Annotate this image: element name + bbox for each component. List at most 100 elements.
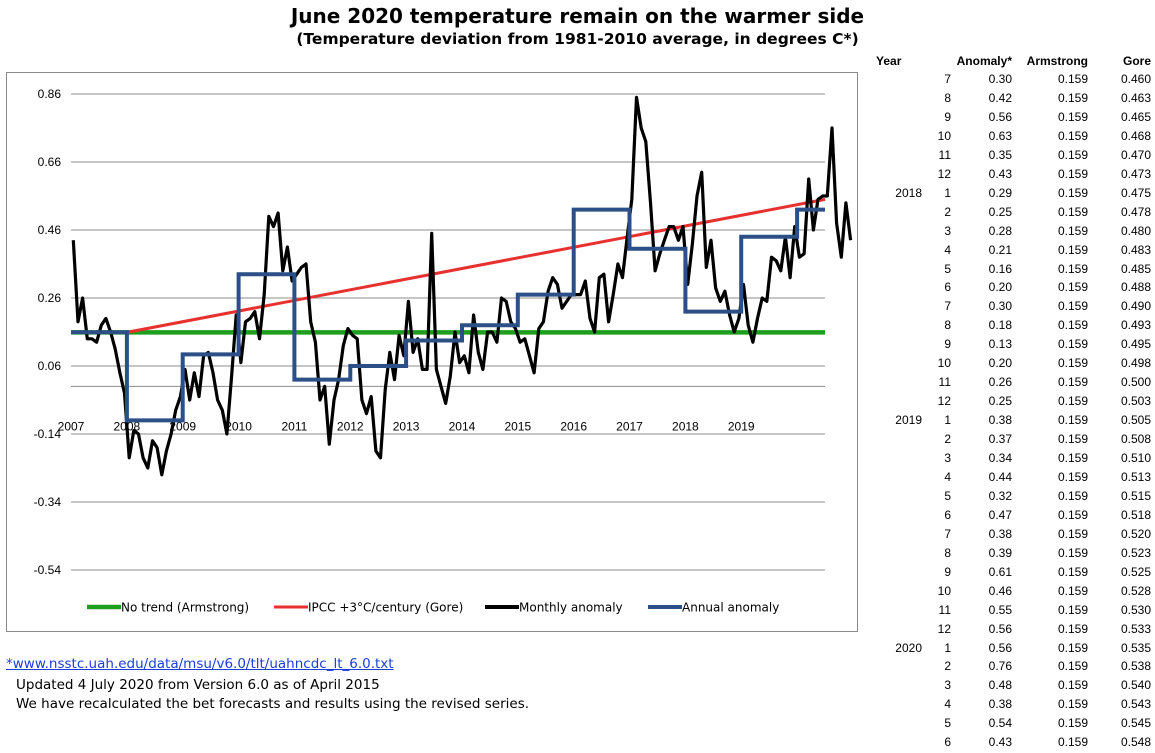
table-gore-cell: 0.515 — [1120, 488, 1151, 503]
table-month-cell: 11 — [938, 602, 951, 617]
x-tick-label: 2016 — [560, 419, 587, 433]
table-gore-cell: 0.540 — [1120, 678, 1151, 693]
table-gore-cell: 0.475 — [1120, 185, 1151, 200]
table-armstrong-cell: 0.159 — [1057, 545, 1088, 560]
table-month-cell: 9 — [944, 337, 951, 352]
table-month-cell: 12 — [937, 166, 951, 181]
table-gore-cell: 0.508 — [1120, 432, 1151, 447]
y-tick-label: 0.06 — [38, 359, 62, 373]
table-anomaly-cell: 0.61 — [988, 564, 1012, 579]
table-gore-cell: 0.483 — [1120, 242, 1151, 257]
table-armstrong-cell: 0.159 — [1057, 716, 1088, 731]
table-gore-cell: 0.543 — [1120, 697, 1151, 712]
table-gore-cell: 0.533 — [1120, 621, 1151, 636]
table-anomaly-cell: 0.54 — [988, 716, 1012, 731]
table-gore-cell: 0.513 — [1120, 469, 1151, 484]
table-month-cell: 8 — [944, 91, 951, 105]
table-anomaly-cell: 0.56 — [988, 109, 1012, 124]
table-armstrong-cell: 0.159 — [1057, 451, 1088, 465]
update-note: Updated 4 July 2020 from Version 6.0 as … — [16, 677, 380, 693]
table-year-cell: 2020 — [895, 640, 922, 655]
table-month-cell: 10 — [937, 128, 951, 143]
table-armstrong-cell: 0.159 — [1057, 640, 1088, 655]
table-gore-cell: 0.523 — [1120, 545, 1151, 560]
table-armstrong-cell: 0.159 — [1057, 280, 1088, 295]
legend-label: Monthly anomaly — [519, 601, 623, 615]
table-month-cell: 9 — [944, 109, 951, 124]
table-gore-cell: 0.460 — [1120, 72, 1151, 86]
table-anomaly-cell: 0.76 — [988, 659, 1012, 674]
table-month-cell: 11 — [938, 375, 951, 390]
table-gore-cell: 0.480 — [1120, 223, 1151, 238]
table-month-cell: 6 — [944, 507, 951, 522]
table-gore-cell: 0.535 — [1120, 640, 1151, 655]
table-anomaly-cell: 0.56 — [988, 640, 1012, 655]
table-anomaly-cell: 0.25 — [988, 204, 1012, 219]
table-anomaly-cell: 0.28 — [988, 223, 1012, 238]
table-gore-cell: 0.520 — [1120, 526, 1151, 541]
table-armstrong-cell: 0.159 — [1057, 602, 1088, 617]
table-anomaly-cell: 0.43 — [988, 735, 1012, 750]
table-gore-cell: 0.505 — [1120, 413, 1151, 428]
source-link[interactable]: *www.nsstc.uah.edu/data/msu/v6.0/tlt/uah… — [6, 656, 394, 672]
x-tick-label: 2018 — [672, 419, 699, 433]
table-gore-cell: 0.510 — [1120, 451, 1151, 465]
table-gore-cell: 0.503 — [1120, 394, 1151, 409]
series-monthly-line — [71, 95, 853, 477]
table-gore-cell: 0.530 — [1120, 602, 1151, 617]
table-anomaly-cell: 0.32 — [988, 488, 1012, 503]
table-month-cell: 7 — [944, 299, 951, 314]
table-anomaly-cell: 0.38 — [988, 526, 1012, 541]
y-tick-label: 0.46 — [38, 223, 62, 237]
table-month-cell: 1 — [944, 640, 951, 655]
table-gore-cell: 0.470 — [1120, 147, 1151, 162]
table-anomaly-cell: 0.44 — [988, 469, 1012, 484]
table-armstrong-cell: 0.159 — [1057, 735, 1088, 750]
y-tick-label: 0.26 — [38, 291, 62, 305]
y-tick-label: 0.86 — [38, 87, 62, 101]
table-month-cell: 6 — [944, 280, 951, 295]
table-month-cell: 9 — [944, 564, 951, 579]
y-tick-label: -0.34 — [34, 495, 62, 509]
table-month-cell: 3 — [944, 223, 951, 238]
table-month-cell: 1 — [944, 185, 951, 200]
header-anomaly: Anomaly* — [956, 54, 1012, 68]
table-anomaly-cell: 0.63 — [988, 128, 1012, 143]
table-month-cell: 5 — [944, 488, 951, 503]
table-anomaly-cell: 0.56 — [988, 621, 1012, 636]
header-year: Year — [876, 54, 902, 68]
table-anomaly-cell: 0.47 — [988, 507, 1012, 522]
table-month-cell: 4 — [944, 242, 951, 257]
table-armstrong-cell: 0.159 — [1057, 299, 1088, 314]
table-month-cell: 1 — [944, 413, 951, 428]
x-tick-label: 2013 — [393, 419, 420, 433]
legend-label: IPCC +3°C/century (Gore) — [308, 601, 463, 615]
table-month-cell: 10 — [937, 356, 951, 371]
legend-label: No trend (Armstrong) — [121, 601, 249, 615]
table-month-cell: 7 — [944, 526, 951, 541]
table-gore-cell: 0.478 — [1120, 204, 1151, 219]
table-anomaly-cell: 0.46 — [988, 583, 1012, 598]
table-armstrong-cell: 0.159 — [1057, 356, 1088, 371]
x-tick-label: 2012 — [337, 419, 364, 433]
table-gore-cell: 0.528 — [1120, 583, 1151, 598]
table-month-cell: 2 — [944, 432, 951, 447]
chart-frame: 0.86 0.66 0.46 0.26 0.06 -0.14 -0.34 -0.54 2007 2… — [6, 72, 858, 632]
table-armstrong-cell: 0.159 — [1057, 375, 1088, 390]
table-armstrong-cell: 0.159 — [1057, 242, 1088, 257]
table-armstrong-cell: 0.159 — [1057, 318, 1088, 333]
data-table: Year Anomaly* Armstrong Gore 7 0.30 0.159 0… — [858, 50, 1155, 753]
table-gore-cell: 0.518 — [1120, 507, 1151, 522]
table-armstrong-cell: 0.159 — [1057, 507, 1088, 522]
series-gore-line — [126, 197, 826, 334]
table-armstrong-cell: 0.159 — [1057, 337, 1088, 352]
legend-label: Annual anomaly — [682, 601, 779, 615]
table-month-cell: 6 — [944, 735, 951, 750]
table-armstrong-cell: 0.159 — [1057, 564, 1088, 579]
table-gore-cell: 0.488 — [1120, 280, 1151, 295]
table-anomaly-cell: 0.37 — [988, 432, 1012, 447]
table-month-cell: 4 — [944, 469, 951, 484]
chart-title: June 2020 temperature remain on the warm… — [290, 4, 865, 28]
table-month-cell: 8 — [944, 318, 951, 333]
table-armstrong-cell: 0.159 — [1057, 185, 1088, 200]
